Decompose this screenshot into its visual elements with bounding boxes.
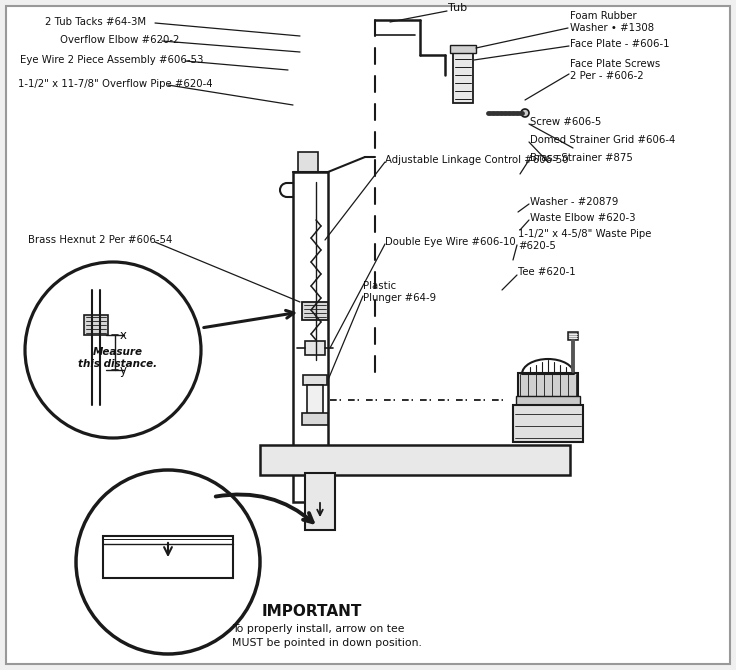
Bar [453,53,473,103]
Text: 1-1/2" x 4-5/8" Waste Pipe
#620-5: 1-1/2" x 4-5/8" Waste Pipe #620-5 [518,229,651,251]
Text: IMPORTANT: IMPORTANT [262,604,362,620]
Circle shape [76,470,260,654]
Bar [305,341,325,355]
Circle shape [25,262,201,438]
Text: Brass Strainer #875: Brass Strainer #875 [530,153,633,163]
Text: Face Plate Screws
2 Per - #606-2: Face Plate Screws 2 Per - #606-2 [570,59,660,81]
Bar [307,385,323,415]
Text: Screw #606-5: Screw #606-5 [530,117,601,127]
Bar [298,152,318,172]
Text: Face Plate - #606-1: Face Plate - #606-1 [570,39,670,49]
Bar [305,473,335,530]
Text: Brass Hexnut 2 Per #606-54: Brass Hexnut 2 Per #606-54 [28,235,172,245]
Text: Double Eye Wire #606-10: Double Eye Wire #606-10 [385,237,516,247]
Bar [450,45,476,53]
Bar [84,315,108,335]
Circle shape [521,109,529,117]
Bar [568,332,578,340]
Bar [293,172,328,502]
Text: Domed Strainer Grid #606-4: Domed Strainer Grid #606-4 [530,135,676,145]
Text: Tee #620-1: Tee #620-1 [518,267,576,277]
Text: x: x [120,328,127,342]
Text: Tub: Tub [448,3,467,13]
Text: 1-1/2" x 11-7/8" Overflow Pipe #620-4: 1-1/2" x 11-7/8" Overflow Pipe #620-4 [18,79,213,89]
Text: 2 Tub Tacks #64-3M: 2 Tub Tacks #64-3M [45,17,146,27]
Text: Adjustable Linkage Control #606-50: Adjustable Linkage Control #606-50 [385,155,569,165]
Bar [260,445,570,475]
Bar [516,396,580,406]
Bar [103,536,233,578]
Text: Waste Elbow #620-3: Waste Elbow #620-3 [530,213,635,223]
Bar [303,375,327,385]
Bar [302,302,328,320]
Bar [302,413,328,425]
Text: y: y [120,364,127,377]
Text: Measure
this distance.: Measure this distance. [79,347,158,368]
Text: To properly install, arrow on tee
MUST be pointed in down position.: To properly install, arrow on tee MUST b… [232,624,422,648]
Bar [518,373,578,397]
Text: Washer - #20879: Washer - #20879 [530,197,618,207]
Text: Overflow Elbow #620-2: Overflow Elbow #620-2 [60,35,180,45]
Text: Foam Rubber
Washer • #1308: Foam Rubber Washer • #1308 [570,11,654,33]
Text: Eye Wire 2 Piece Assembly #606-53: Eye Wire 2 Piece Assembly #606-53 [20,55,203,65]
Text: Plastic
Plunger #64-9: Plastic Plunger #64-9 [363,281,436,303]
Bar [513,405,583,442]
